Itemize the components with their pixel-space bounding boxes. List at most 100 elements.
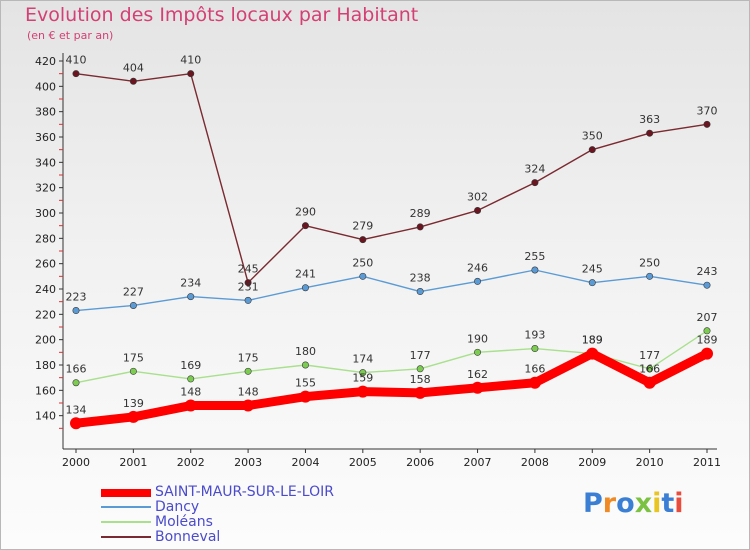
data-point bbox=[72, 307, 80, 315]
data-point bbox=[703, 120, 711, 128]
y-tick-label: 240 bbox=[35, 283, 56, 296]
data-label: 175 bbox=[238, 351, 259, 364]
data-point bbox=[242, 399, 255, 412]
x-tick-label: 2008 bbox=[521, 456, 549, 469]
x-tick-label: 2007 bbox=[464, 456, 492, 469]
data-label: 231 bbox=[238, 280, 259, 293]
x-tick-label: 2011 bbox=[693, 456, 721, 469]
x-tick-label: 2004 bbox=[291, 456, 319, 469]
y-tick-label: 320 bbox=[35, 182, 56, 195]
series-line bbox=[75, 269, 708, 312]
data-label: 134 bbox=[66, 403, 87, 416]
data-point bbox=[359, 369, 367, 377]
data-label: 250 bbox=[352, 256, 373, 269]
data-point bbox=[187, 375, 195, 383]
data-point bbox=[301, 284, 309, 292]
data-label: 410 bbox=[66, 54, 87, 67]
legend-swatch-moleans bbox=[101, 521, 151, 523]
legend-swatch-saint-maur bbox=[101, 489, 151, 497]
legend-label-dancy: Dancy bbox=[155, 499, 200, 515]
y-tick-label: 280 bbox=[35, 232, 56, 245]
brand-letter: i bbox=[652, 488, 662, 519]
series-line bbox=[71, 349, 712, 428]
data-point bbox=[531, 345, 539, 353]
data-label: 250 bbox=[639, 256, 660, 269]
data-point bbox=[646, 365, 654, 373]
y-tick-label: 140 bbox=[35, 410, 56, 423]
data-point bbox=[244, 367, 252, 375]
data-point bbox=[416, 223, 424, 231]
data-point bbox=[299, 390, 312, 403]
data-label: 155 bbox=[295, 377, 316, 390]
x-tick-label: 2002 bbox=[177, 456, 205, 469]
data-label: 227 bbox=[123, 285, 144, 298]
data-label: 166 bbox=[639, 363, 660, 376]
x-tick-label: 2003 bbox=[234, 456, 262, 469]
data-point bbox=[414, 386, 427, 399]
data-label: 290 bbox=[295, 206, 316, 219]
data-label: 180 bbox=[295, 345, 316, 358]
data-point bbox=[588, 146, 596, 154]
legend-label-bonneval: Bonneval bbox=[155, 529, 221, 545]
data-point bbox=[703, 281, 711, 289]
data-point bbox=[359, 272, 367, 280]
y-tick-label: 180 bbox=[35, 359, 56, 372]
legend: SAINT-MAUR-SUR-LE-LOIR Dancy Moléans Bon… bbox=[101, 484, 401, 545]
brand-letter: P bbox=[583, 488, 603, 519]
data-point bbox=[474, 348, 482, 356]
data-label: 177 bbox=[410, 349, 431, 362]
data-point bbox=[701, 347, 713, 360]
data-point bbox=[474, 206, 482, 214]
y-tick-label: 380 bbox=[35, 106, 56, 119]
data-point bbox=[528, 376, 541, 389]
y-tick-label: 160 bbox=[35, 384, 56, 397]
data-label: 177 bbox=[639, 349, 660, 362]
data-label: 148 bbox=[238, 386, 259, 399]
data-point bbox=[301, 361, 309, 369]
data-point bbox=[244, 296, 252, 304]
brand-letter: t bbox=[661, 488, 675, 519]
data-label: 169 bbox=[180, 359, 201, 372]
data-point bbox=[474, 277, 482, 285]
brand-letter: r bbox=[602, 488, 617, 519]
data-point bbox=[301, 222, 309, 230]
data-label: 245 bbox=[582, 263, 603, 276]
data-point bbox=[129, 77, 137, 85]
data-label: 324 bbox=[524, 163, 545, 176]
data-point bbox=[646, 129, 654, 137]
data-label: 279 bbox=[352, 220, 373, 233]
y-tick-label: 360 bbox=[35, 131, 56, 144]
y-tick-label: 260 bbox=[35, 258, 56, 271]
data-label: 190 bbox=[467, 332, 488, 345]
x-tick-label: 2005 bbox=[349, 456, 377, 469]
y-tick-label: 220 bbox=[35, 308, 56, 321]
x-tick-label: 2006 bbox=[406, 456, 434, 469]
data-point bbox=[72, 70, 80, 78]
data-label: 193 bbox=[524, 329, 545, 342]
data-label: 350 bbox=[582, 130, 603, 143]
data-point bbox=[416, 365, 424, 373]
data-label: 207 bbox=[697, 311, 718, 324]
legend-item-moleans: Moléans bbox=[101, 514, 401, 530]
data-point bbox=[70, 417, 82, 430]
legend-swatch-bonneval bbox=[101, 536, 151, 538]
brand-letter: i bbox=[674, 488, 684, 519]
data-point bbox=[187, 70, 195, 78]
y-tick-label: 340 bbox=[35, 156, 56, 169]
legend-label-saint-maur: SAINT-MAUR-SUR-LE-LOIR bbox=[155, 484, 334, 500]
data-label: 238 bbox=[410, 272, 431, 285]
legend-item-bonneval: Bonneval bbox=[101, 529, 401, 545]
legend-item-saint-maur: SAINT-MAUR-SUR-LE-LOIR bbox=[101, 484, 401, 500]
data-label: 234 bbox=[180, 277, 201, 290]
axes: 140 160 180 200 220 240 260 280 300 320 340 360 380 4… bbox=[35, 53, 721, 469]
data-label: 370 bbox=[697, 104, 718, 117]
data-label: 410 bbox=[180, 54, 201, 67]
data-label: 255 bbox=[524, 250, 545, 263]
data-point bbox=[72, 379, 80, 387]
data-label: 363 bbox=[639, 113, 660, 126]
data-label: 241 bbox=[295, 268, 316, 281]
data-point bbox=[359, 236, 367, 244]
data-point bbox=[356, 385, 369, 398]
